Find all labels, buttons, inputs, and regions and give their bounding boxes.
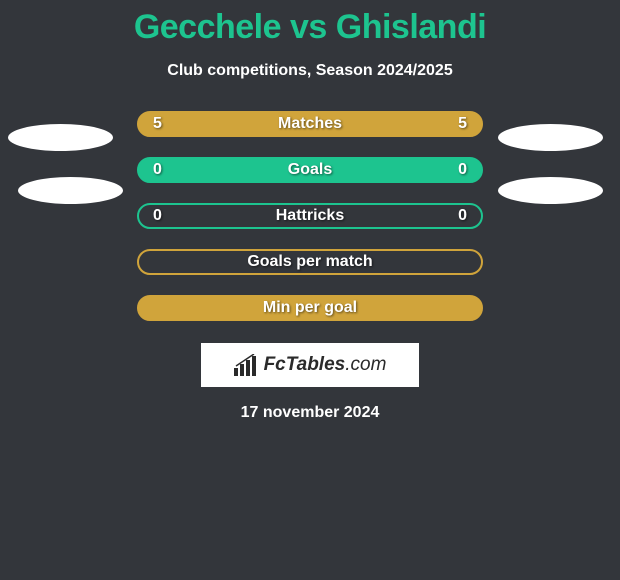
chart-bars-icon [234, 354, 260, 376]
stat-label: Matches [278, 115, 342, 133]
player-badge-left-2 [18, 177, 123, 204]
date-label: 17 november 2024 [0, 401, 620, 425]
stat-left-value: 0 [153, 207, 162, 225]
stat-label: Min per goal [263, 299, 357, 317]
player-badge-right-1 [498, 124, 603, 151]
logo-suffix: .com [345, 354, 386, 375]
stat-right-value: 0 [458, 161, 467, 179]
stat-row-matches: 5 Matches 5 [137, 111, 483, 137]
stat-row-min-per-goal: Min per goal [137, 295, 483, 321]
page-title: Gecchele vs Ghislandi [0, 0, 620, 47]
player-badge-left-1 [8, 124, 113, 151]
stat-row-hattricks: 0 Hattricks 0 [137, 203, 483, 229]
stat-label: Goals per match [247, 253, 372, 271]
stat-right-value: 5 [458, 115, 467, 133]
logo-text: FcTables.com [264, 354, 387, 376]
fctables-logo: FcTables.com [201, 343, 419, 387]
subtitle: Club competitions, Season 2024/2025 [0, 59, 620, 83]
player-badge-right-2 [498, 177, 603, 204]
stat-right-value: 0 [458, 207, 467, 225]
stat-row-goals-per-match: Goals per match [137, 249, 483, 275]
stat-left-value: 0 [153, 161, 162, 179]
stat-label: Goals [288, 161, 332, 179]
stat-label: Hattricks [276, 207, 344, 225]
stat-row-goals: 0 Goals 0 [137, 157, 483, 183]
logo-brand: FcTables [264, 354, 346, 375]
stat-left-value: 5 [153, 115, 162, 133]
